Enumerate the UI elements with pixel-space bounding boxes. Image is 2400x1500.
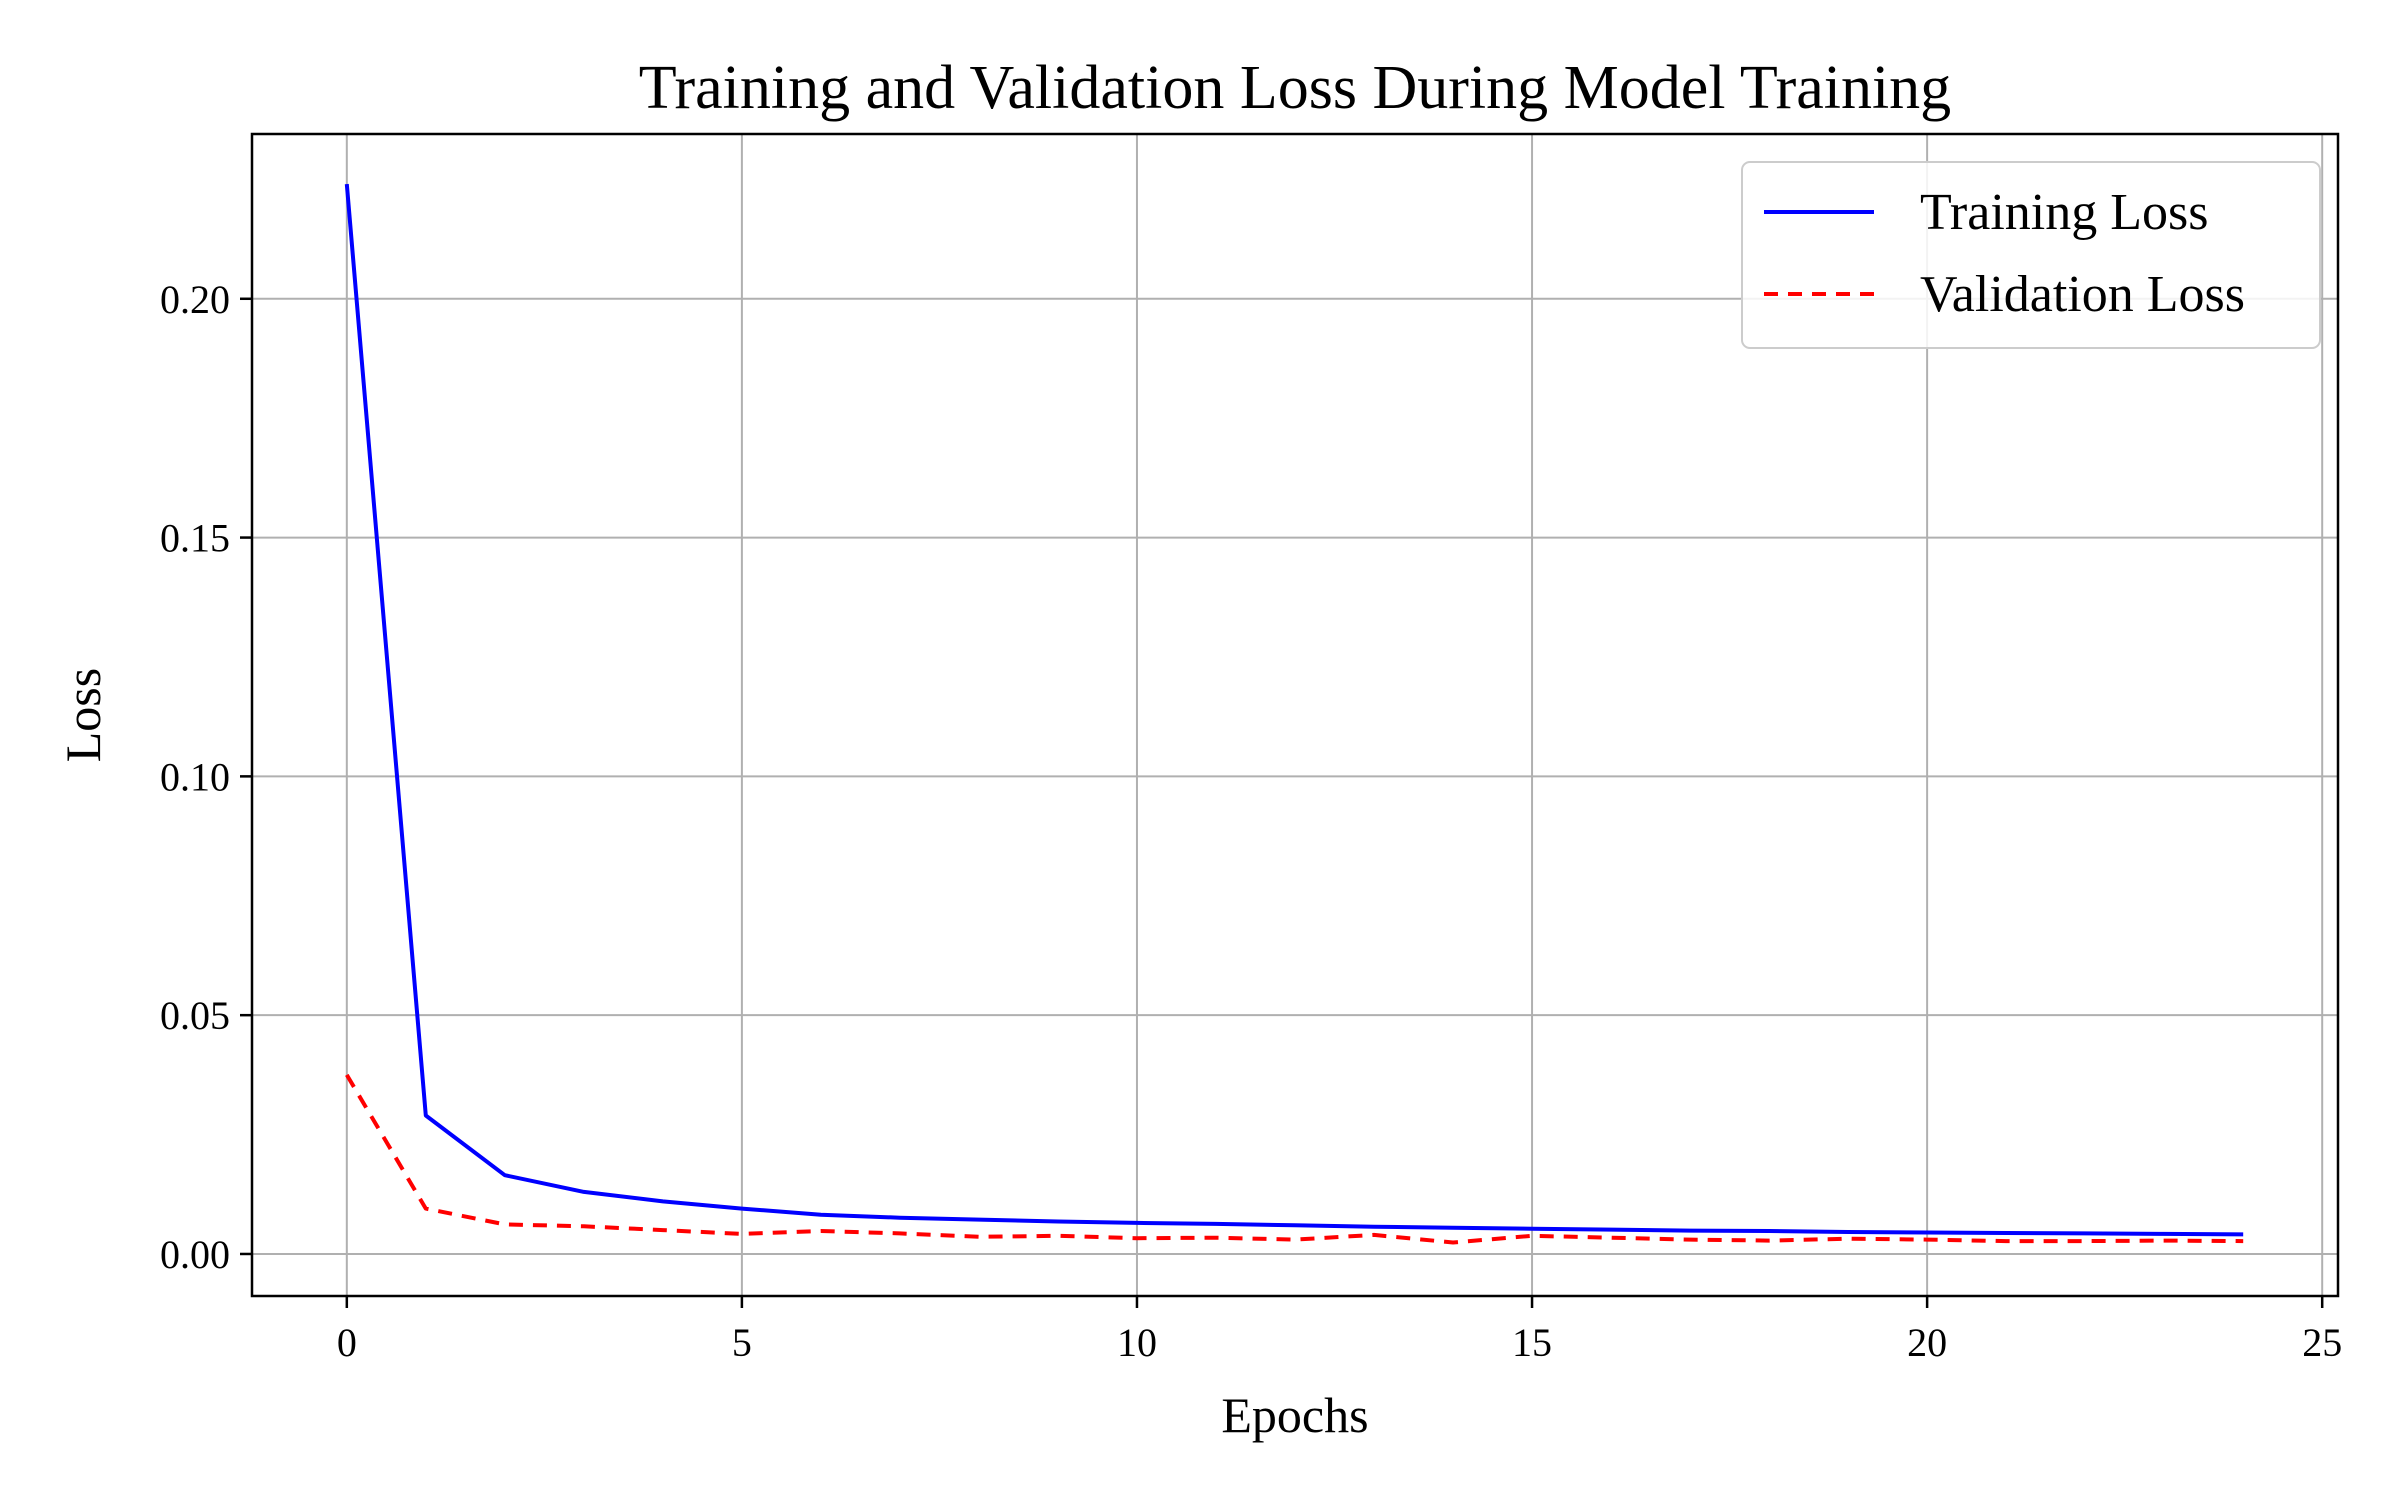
x-axis-label: Epochs bbox=[1221, 1387, 1368, 1443]
x-tick-label: 10 bbox=[1117, 1320, 1157, 1365]
y-axis-label: Loss bbox=[55, 668, 111, 762]
series-line-validation-loss bbox=[345, 1073, 2244, 1245]
series-lines bbox=[344, 183, 2244, 1245]
x-tick-label: 5 bbox=[732, 1320, 752, 1365]
grid-lines bbox=[252, 134, 2338, 1296]
legend-box bbox=[1741, 161, 2321, 349]
x-tick-label: 0 bbox=[337, 1320, 357, 1365]
legend-label-validation-loss: Validation Loss bbox=[1920, 266, 2245, 323]
legend-label-training-loss: Training Loss bbox=[1920, 184, 2208, 241]
x-tick-label: 20 bbox=[1907, 1320, 1947, 1365]
legend: Training Loss Validation Loss bbox=[1741, 161, 2321, 349]
y-tick-label: 0.20 bbox=[160, 277, 230, 322]
series-line-training-loss bbox=[344, 183, 2244, 1237]
plot-frame bbox=[250, 132, 2340, 1298]
chart-title: Training and Validation Loss During Mode… bbox=[639, 54, 1951, 122]
y-tick-label: 0.15 bbox=[160, 516, 230, 561]
axis-ticks: 0 5 10 15 20 25 0.00 0.05 0.10 0.15 0.20 bbox=[160, 277, 2342, 1365]
y-tick-label: 0.00 bbox=[160, 1232, 230, 1277]
y-tick-label: 0.10 bbox=[160, 754, 230, 799]
x-tick-label: 25 bbox=[2302, 1320, 2342, 1365]
x-tick-label: 15 bbox=[1512, 1320, 1552, 1365]
y-tick-label: 0.05 bbox=[160, 993, 230, 1038]
